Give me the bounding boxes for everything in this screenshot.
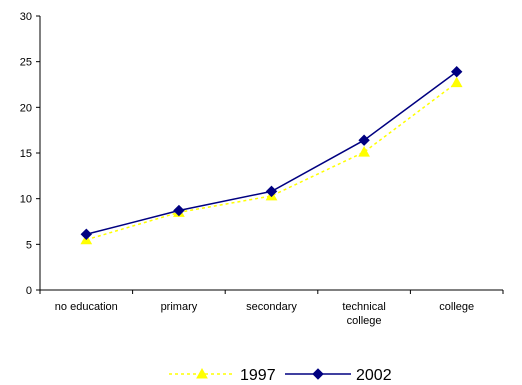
y-tick-label: 0 [26,285,32,297]
y-tick-label: 20 [20,102,32,114]
legend-label: 1997 [240,367,276,384]
series-line [86,82,458,241]
x-tick-label: college [439,301,474,313]
y-tick-label: 15 [20,148,32,160]
legend-label: 2002 [356,367,392,384]
x-tick-label: secondary [246,301,297,313]
data-point-marker [80,228,93,240]
data-point-marker [358,146,370,157]
x-tick-label: no education [55,301,118,313]
y-axis: 0 5 10 15 20 25 30 [20,11,41,297]
x-axis: no education primary secondary technical col… [39,289,504,327]
series-1997 [80,76,463,245]
legend-item-1997: 1997 [169,367,276,384]
data-point-marker [265,185,278,198]
data-point-marker [450,66,463,78]
data-point-marker [358,134,370,146]
legend-marker [196,367,208,379]
x-tick-label: technical college [342,301,385,327]
y-tick-label: 10 [20,194,32,206]
data-point-marker [173,204,185,217]
series-2002 [80,66,463,240]
legend-marker [312,368,324,380]
series-line [86,71,458,236]
x-tick-label: primary [161,301,198,313]
legend: 1997 2002 [169,367,392,384]
y-tick-label: 30 [20,11,32,23]
y-tick-label: 5 [26,239,32,251]
y-tick-label: 25 [20,57,32,69]
data-point-marker [450,76,463,88]
legend-item-2002: 2002 [285,367,392,384]
plot-series [80,66,463,245]
